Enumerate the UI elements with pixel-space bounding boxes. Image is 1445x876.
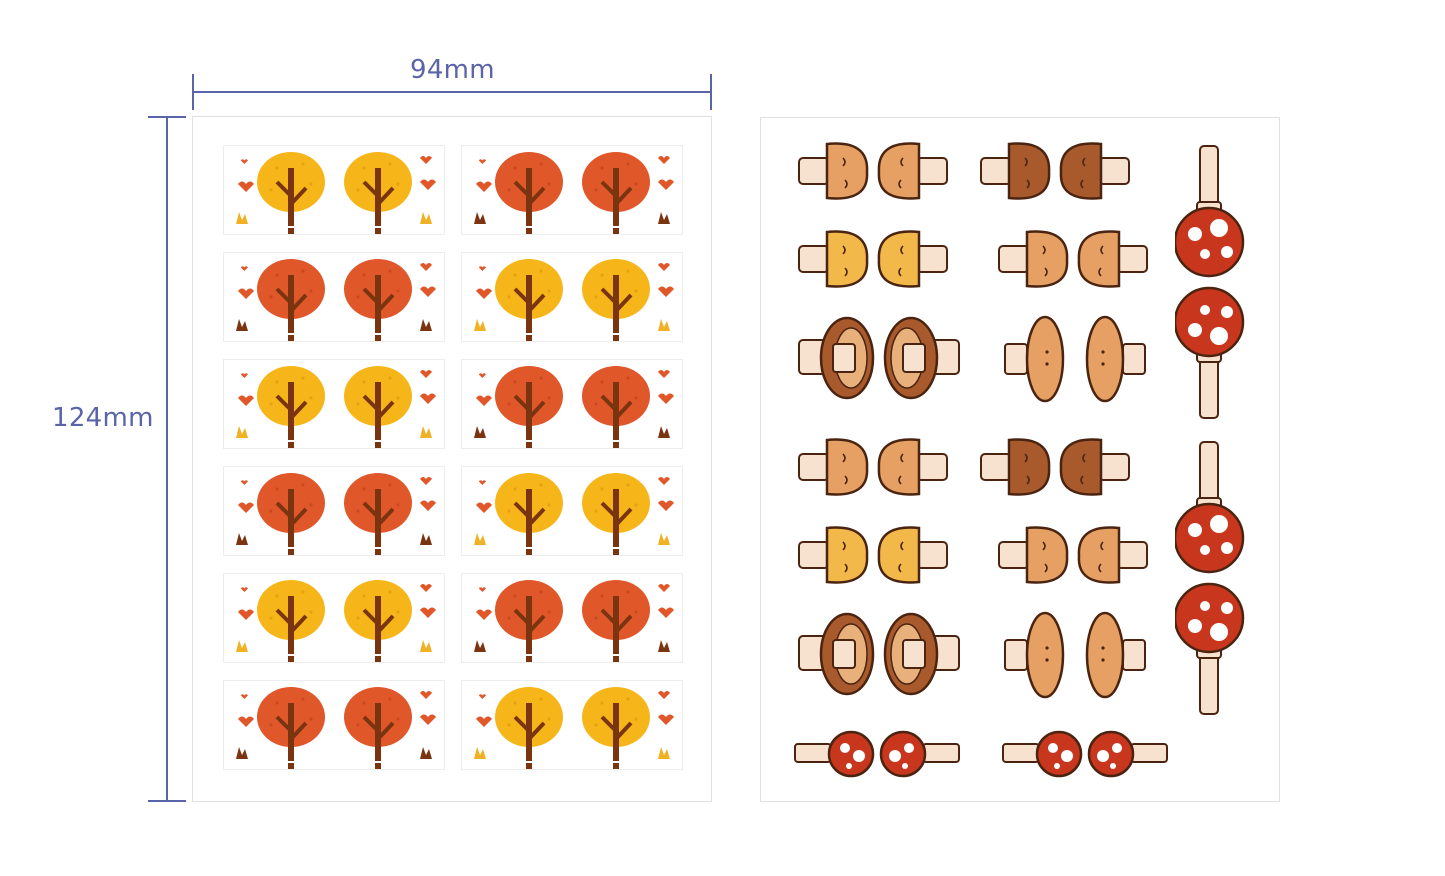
tree-sticker-yellow xyxy=(223,359,445,449)
mushroom-sticker-sheet xyxy=(760,117,1280,802)
dark-mushroom-1-right xyxy=(1059,438,1130,496)
brown-mushroom-1-right xyxy=(877,438,948,496)
red-small-mushroom-1-left xyxy=(1002,730,1083,778)
tree-sticker-yellow xyxy=(461,466,683,556)
tree-sticker-orange xyxy=(223,252,445,342)
tree-sticker-yellow xyxy=(461,680,683,770)
cap-side-mushroom-1-left xyxy=(798,612,875,696)
tree-sticker-yellow xyxy=(223,573,445,663)
dark-mushroom-0-left xyxy=(980,142,1051,200)
tree-sticker-orange xyxy=(461,359,683,449)
oval-mushroom-1-left xyxy=(1004,611,1065,699)
red-tall-mushroom-bottom-1 xyxy=(1175,582,1245,715)
small-mushroom-1-right xyxy=(1077,526,1148,584)
tree-sticker-orange xyxy=(223,680,445,770)
red-small-mushroom-0-right xyxy=(879,730,960,778)
cap-side-mushroom-1-right xyxy=(883,612,960,696)
oval-mushroom-0-left xyxy=(1004,315,1065,403)
oval-mushroom-1-right xyxy=(1085,611,1146,699)
brown-mushroom-0-left xyxy=(798,142,869,200)
tree-sticker-yellow xyxy=(223,145,445,235)
red-tall-mushroom-top-0 xyxy=(1175,145,1245,278)
tree-sticker-orange xyxy=(461,145,683,235)
cap-side-mushroom-0-left xyxy=(798,316,875,400)
red-tall-mushroom-top-1 xyxy=(1175,441,1245,574)
yellow-mushroom-1-left xyxy=(798,526,869,584)
dark-mushroom-0-right xyxy=(1059,142,1130,200)
width-dimension-label: 94mm xyxy=(410,55,495,85)
cap-side-mushroom-0-right xyxy=(883,316,960,400)
yellow-mushroom-0-left xyxy=(798,230,869,288)
dark-mushroom-1-left xyxy=(980,438,1051,496)
small-mushroom-1-left xyxy=(998,526,1069,584)
small-mushroom-0-left xyxy=(998,230,1069,288)
tree-sticker-orange xyxy=(223,466,445,556)
tree-sticker-orange xyxy=(461,573,683,663)
red-small-mushroom-0-left xyxy=(794,730,875,778)
red-small-mushroom-1-right xyxy=(1087,730,1168,778)
tree-sticker-sheet xyxy=(192,116,712,802)
brown-mushroom-1-left xyxy=(798,438,869,496)
yellow-mushroom-0-right xyxy=(877,230,948,288)
small-mushroom-0-right xyxy=(1077,230,1148,288)
oval-mushroom-0-right xyxy=(1085,315,1146,403)
yellow-mushroom-1-right xyxy=(877,526,948,584)
tree-sticker-yellow xyxy=(461,252,683,342)
height-dimension-label: 124mm xyxy=(52,403,154,433)
red-tall-mushroom-bottom-0 xyxy=(1175,286,1245,419)
brown-mushroom-0-right xyxy=(877,142,948,200)
